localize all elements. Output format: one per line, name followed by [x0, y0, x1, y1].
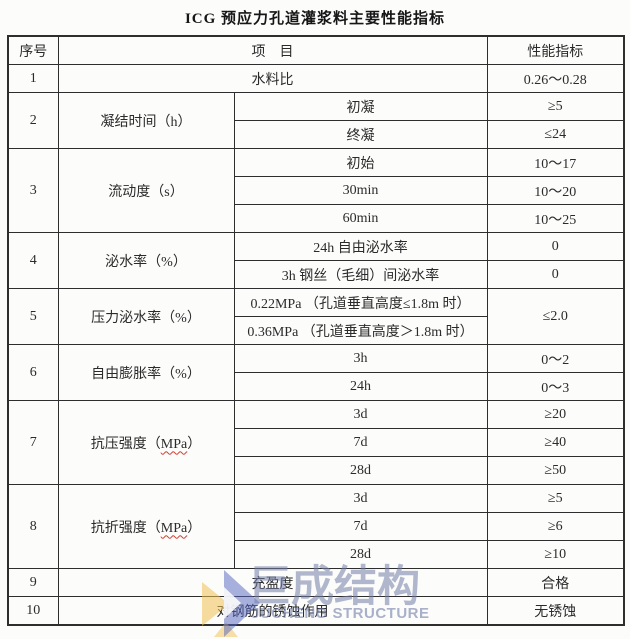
sub-item-cell: 0.36MPa （孔道垂直高度＞1.8m 时） — [233, 316, 488, 345]
value-cell: ≤24 — [486, 120, 625, 149]
item-cell: 充盈度 — [57, 568, 488, 597]
row-no: 10 — [7, 596, 59, 626]
value-cell: 10～20 — [486, 176, 625, 205]
value-cell: 无锈蚀 — [486, 596, 625, 626]
value-cell: ≥5 — [486, 92, 625, 121]
sub-item-cell: 24h — [233, 372, 488, 401]
sub-item-cell: 终凝 — [233, 120, 488, 149]
table-row: 3 流动度（s） 初始 10～17 — [7, 148, 625, 233]
sub-item-cell: 24h 自由泌水率 — [233, 232, 488, 261]
value-cell: 0.26～0.28 — [486, 64, 625, 93]
row-no: 9 — [7, 568, 59, 597]
value-cell: 0～2 — [486, 344, 625, 373]
spellchecked-unit: MPa — [160, 436, 188, 452]
value-cell: 10～25 — [486, 204, 625, 233]
value-cell: ≥5 — [486, 484, 625, 513]
table-row: 8 抗折强度（MPa） 3d ≥5 — [7, 484, 625, 569]
category-cell: 自由膨胀率（%） — [57, 344, 235, 401]
table-row: 28d ≥10 — [8, 540, 625, 569]
row-no: 4 — [7, 232, 59, 289]
item-cell: 水料比 — [57, 64, 488, 93]
category-text: ） — [187, 520, 202, 536]
header-item: 项 目 — [57, 35, 488, 65]
value-cell: ≤2.0 — [486, 288, 625, 345]
category-text: 抗折强度（ — [90, 520, 161, 536]
table-row: 60min 10～25 — [8, 204, 625, 233]
table-row: 7d ≥6 — [8, 512, 625, 541]
sub-item-cell: 3d — [233, 400, 488, 429]
header-row: 序号 项 目 性能指标 — [7, 35, 625, 65]
value-cell: 0～3 — [486, 372, 625, 401]
value-cell: ≥6 — [486, 512, 625, 541]
sub-item-cell: 7d — [233, 428, 488, 457]
sub-item-cell: 初始 — [233, 148, 488, 177]
sub-item-cell: 3h — [233, 344, 488, 373]
value-cell: 合格 — [486, 568, 625, 597]
category-cell: 泌水率（%） — [57, 232, 235, 289]
sub-item-cell: 初凝 — [233, 92, 488, 121]
value-cell: 10～17 — [486, 148, 625, 177]
row-no: 1 — [7, 64, 59, 93]
header-indicator: 性能指标 — [486, 35, 625, 65]
category-cell: 压力泌水率（%） — [57, 288, 235, 345]
page-title: ICG 预应力孔道灌浆料主要性能指标 — [184, 11, 446, 27]
table-row: 10 对钢筋的锈蚀作用 无锈蚀 — [7, 596, 625, 626]
sub-item-cell: 28d — [233, 540, 488, 569]
sub-item-cell: 60min — [233, 204, 488, 233]
sub-item-cell: 0.22MPa （孔道垂直高度≤1.8m 时） — [233, 288, 488, 317]
table-row: 终凝 ≤24 — [8, 120, 625, 149]
table-row: 4 泌水率（%） 24h 自由泌水率 0 — [7, 232, 625, 289]
value-cell: ≥40 — [486, 428, 625, 457]
value-cell: 0 — [486, 260, 625, 289]
table-row: 7d ≥40 — [8, 428, 625, 457]
header-no: 序号 — [7, 35, 59, 65]
table-row: 24h 0～3 — [8, 372, 625, 401]
table-row: 3h 钢丝（毛细）间泌水率 0 — [8, 260, 625, 289]
row-no: 2 — [7, 92, 59, 149]
item-cell: 对钢筋的锈蚀作用 — [57, 596, 488, 626]
performance-table: 序号 项 目 性能指标 1 水料比 0.26～0.28 2 凝结时间（h） 初凝… — [7, 35, 625, 626]
sub-item-cell: 3h 钢丝（毛细）间泌水率 — [233, 260, 488, 289]
category-text: 抗压强度（ — [90, 436, 161, 452]
value-cell: ≥10 — [486, 540, 625, 569]
sub-item-cell: 28d — [233, 456, 488, 485]
sub-item-cell: 30min — [233, 176, 488, 205]
row-no: 5 — [7, 288, 59, 345]
table-row: 2 凝结时间（h） 初凝 ≥5 — [7, 92, 625, 149]
row-no: 6 — [7, 344, 59, 401]
category-cell: 抗折强度（MPa） — [57, 484, 235, 569]
table-row: 6 自由膨胀率（%） 3h 0～2 — [7, 344, 625, 401]
category-cell: 抗压强度（MPa） — [57, 400, 235, 485]
sub-item-cell: 3d — [233, 484, 488, 513]
table-row: 7 抗压强度（MPa） 3d ≥20 — [7, 400, 625, 485]
table-row: 1 水料比 0.26～0.28 — [7, 64, 625, 93]
table-row: 30min 10～20 — [8, 176, 625, 205]
category-cell: 凝结时间（h） — [57, 92, 235, 149]
category-text: ） — [187, 436, 202, 452]
spellchecked-unit: MPa — [160, 520, 188, 536]
row-no: 3 — [7, 148, 59, 233]
row-no: 7 — [7, 400, 59, 485]
category-cell: 流动度（s） — [57, 148, 235, 233]
value-cell: 0 — [486, 232, 625, 261]
row-no: 8 — [7, 484, 59, 569]
table-row: 5 压力泌水率（%） 0.22MPa （孔道垂直高度≤1.8m 时） ≤2.0 — [7, 288, 625, 345]
value-cell: ≥50 — [486, 456, 625, 485]
value-cell: ≥20 — [486, 400, 625, 429]
sub-item-cell: 7d — [233, 512, 488, 541]
table-row: 9 充盈度 合格 — [7, 568, 625, 597]
